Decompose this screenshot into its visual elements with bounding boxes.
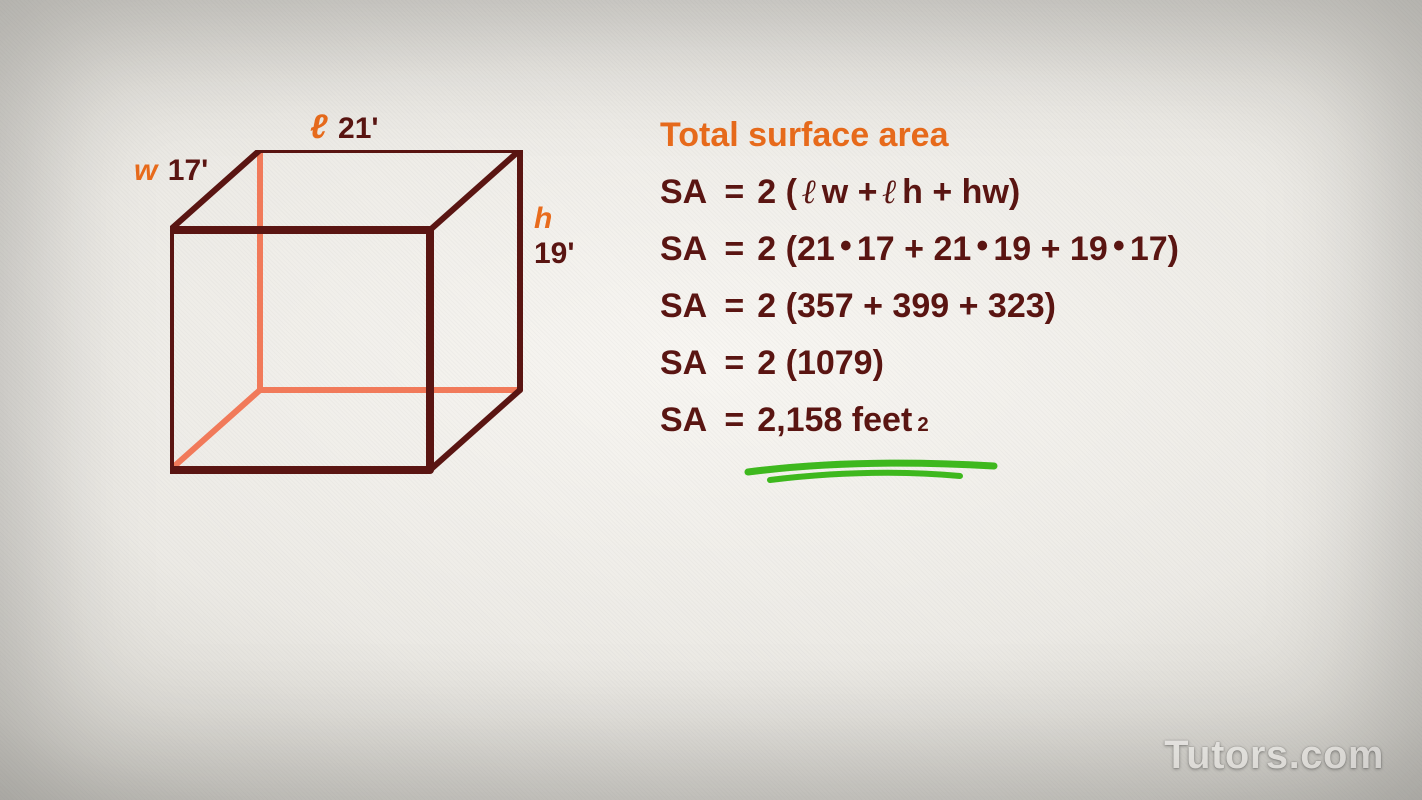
equations-title: Total surface area <box>660 116 1179 155</box>
length-variable: ℓ <box>310 108 328 146</box>
width-variable: w <box>134 154 157 187</box>
width-label: w 17' <box>134 154 208 188</box>
stage: ℓ 21' w 17' h 19' Total surface area SA=… <box>0 0 1422 800</box>
height-value: 19' <box>534 237 575 270</box>
length-value: 21' <box>338 112 379 145</box>
underline-stroke <box>740 456 1000 486</box>
equation-line: SA=2 (1079) <box>660 344 1179 383</box>
equation-line: SA=2 (21•17 + 21 • 19 + 19 •17) <box>660 230 1179 269</box>
length-label: ℓ 21' <box>310 108 379 147</box>
equation-line: SA=2,158 feet2 <box>660 401 1179 440</box>
equation-lines: SA=2 (ℓw + ℓh + hw) SA=2 (21•17 + 21 • 19… <box>660 173 1179 440</box>
prism-wireframe <box>170 150 530 480</box>
equation-line: SA=2 (357 + 399 + 323) <box>660 287 1179 326</box>
rectangular-prism <box>170 150 530 480</box>
watermark: Tutors.com <box>1164 733 1384 778</box>
equations-block: Total surface area SA=2 (ℓw + ℓh + hw)SA… <box>660 116 1179 458</box>
width-value: 17' <box>168 154 209 187</box>
equation-line: SA=2 (ℓw + ℓh + hw) <box>660 173 1179 212</box>
height-label: h 19' <box>534 202 575 271</box>
height-variable: h <box>534 202 552 235</box>
answer-underline <box>740 456 1000 486</box>
